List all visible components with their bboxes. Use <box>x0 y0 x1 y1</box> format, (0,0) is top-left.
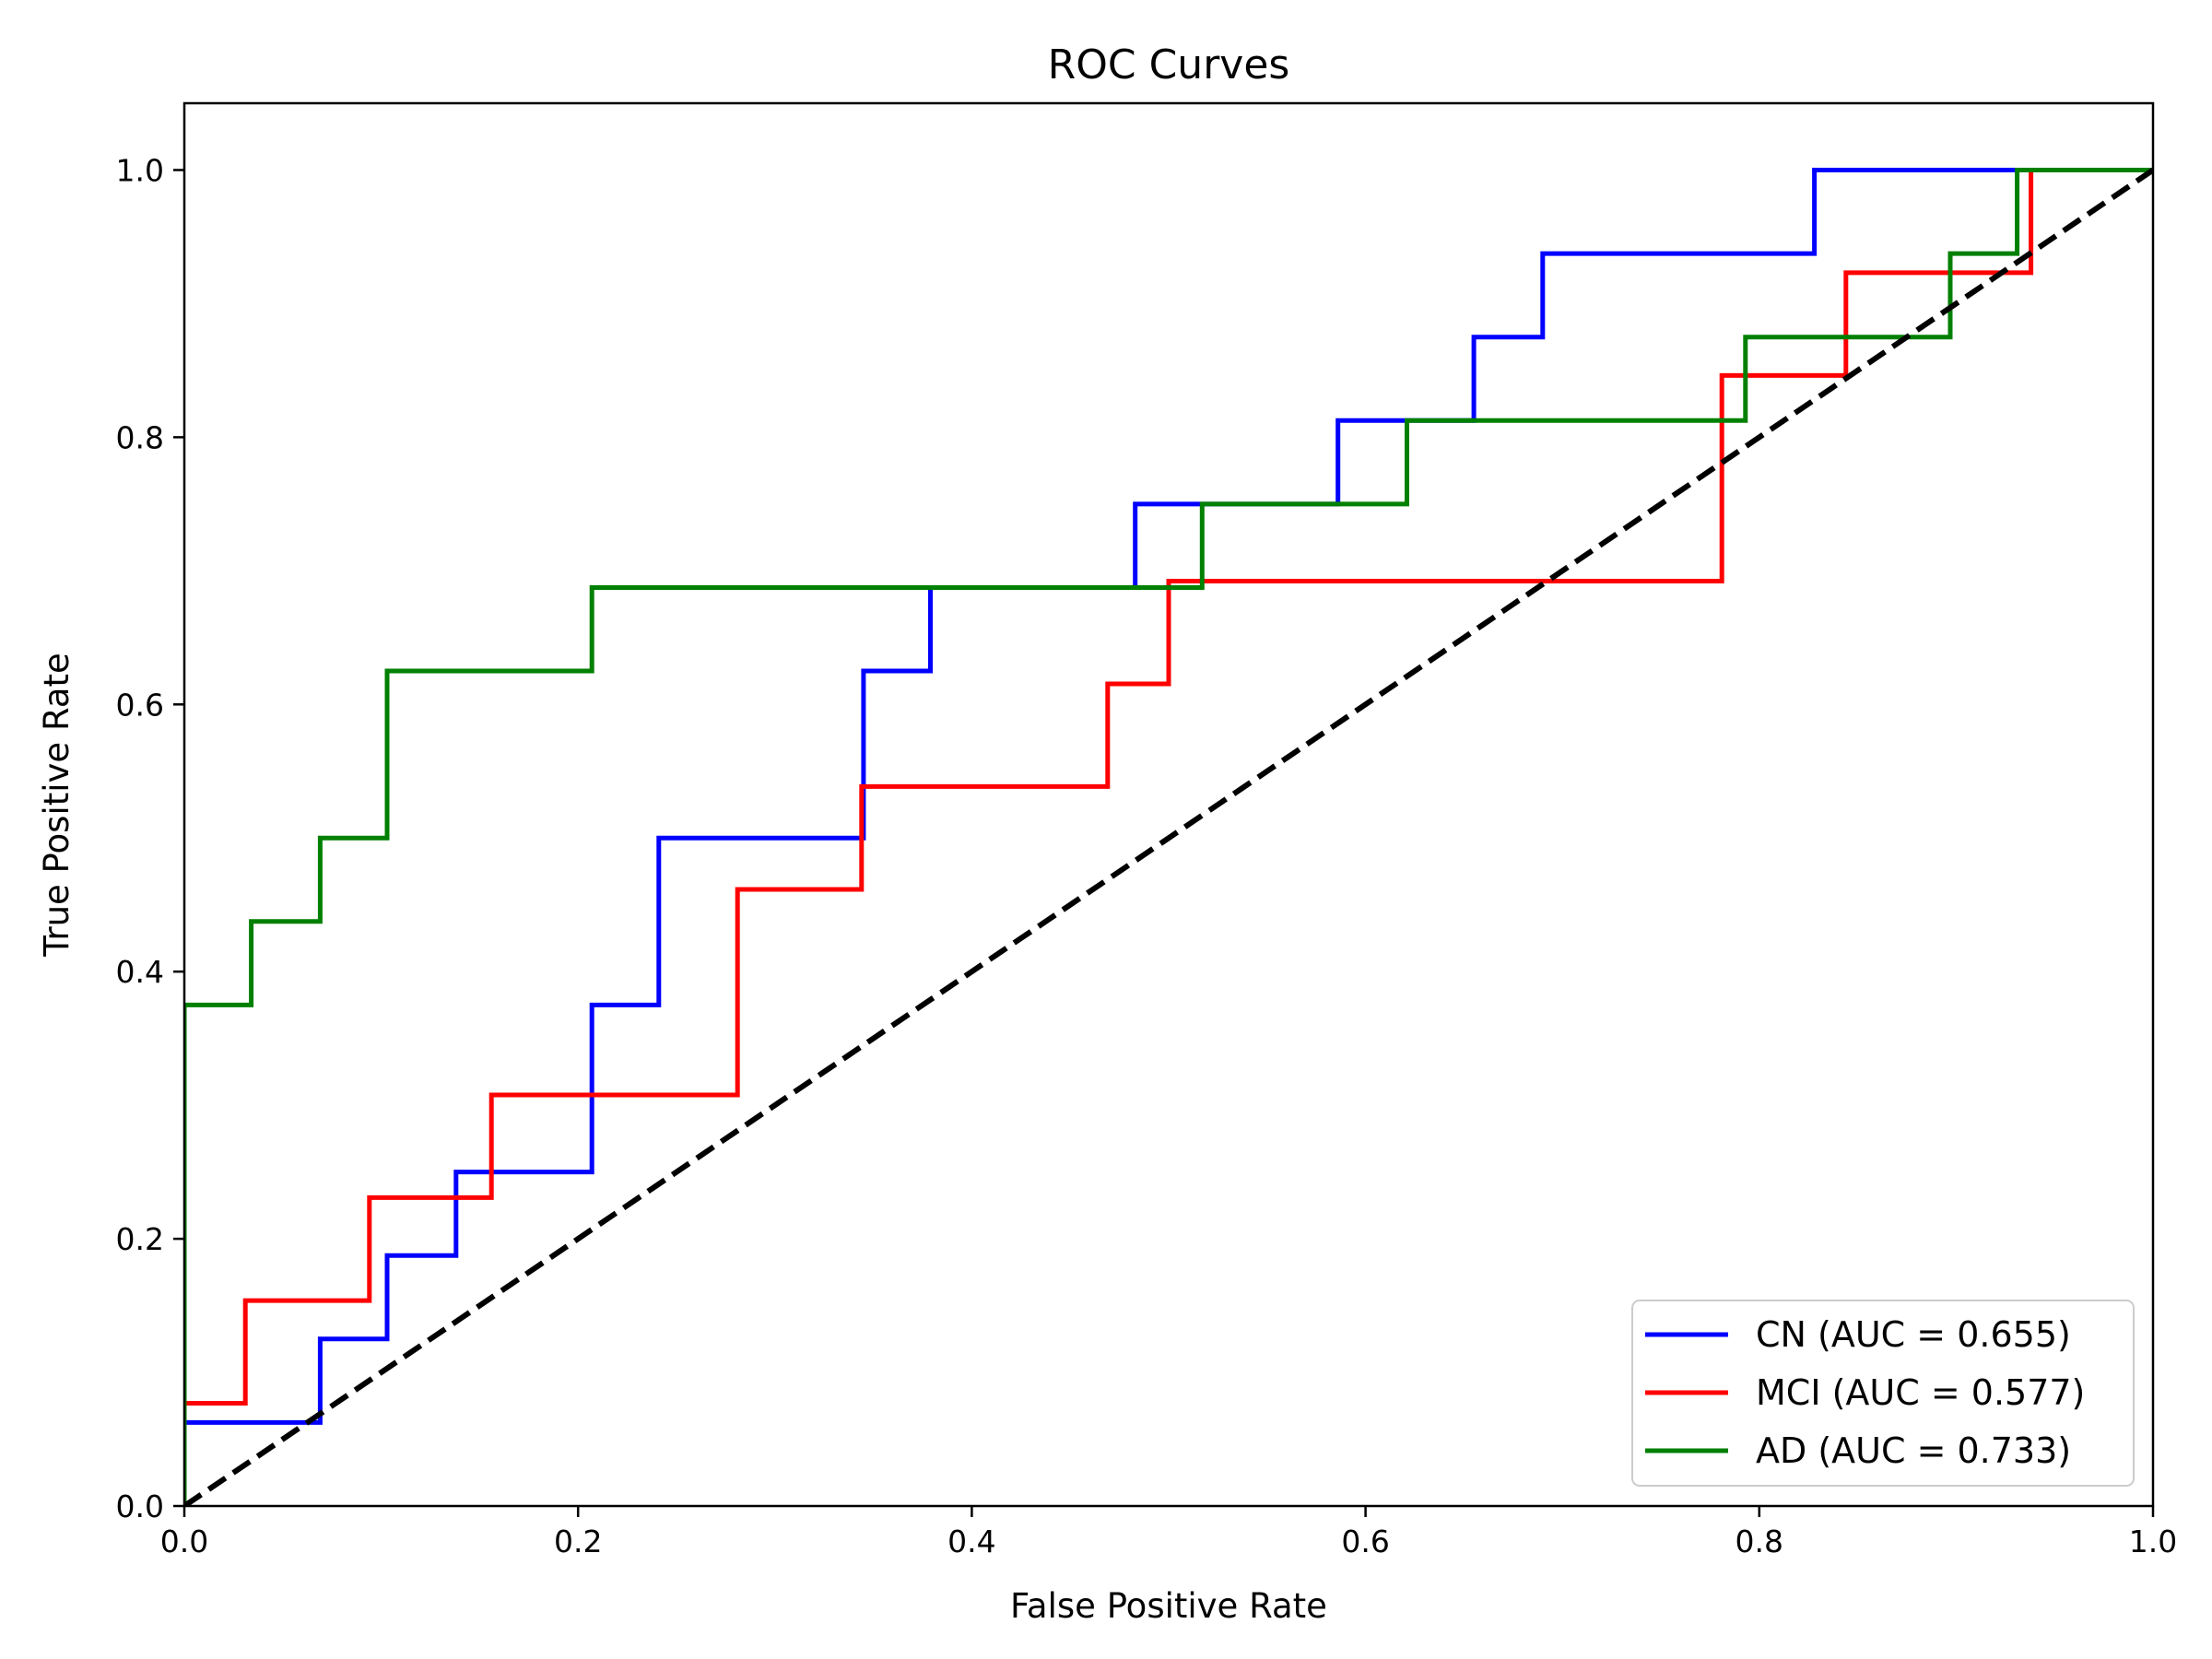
series-layer <box>184 167 2153 1506</box>
y-tick-label: 0.0 <box>116 1488 164 1524</box>
legend-label-1: MCI (AUC = 0.577) <box>1756 1372 2085 1413</box>
plot-frame <box>182 101 2155 1508</box>
x-tick-label: 0.4 <box>947 1524 995 1559</box>
y-tick-label: 0.2 <box>116 1221 164 1257</box>
x-axis: 0.0 0.2 0.4 0.6 0.8 1.0 <box>160 1506 2177 1559</box>
legend: CN (AUC = 0.655) MCI (AUC = 0.577) AD (AUC… <box>1631 1300 2135 1487</box>
y-tick-label: 0.6 <box>116 687 164 723</box>
legend-label-2: AD (AUC = 0.733) <box>1756 1430 2071 1471</box>
y-tick-label: 0.8 <box>116 419 164 455</box>
legend-label-0: CN (AUC = 0.655) <box>1756 1314 2071 1355</box>
y-tick-label: 1.0 <box>116 152 164 188</box>
chart-title: ROC Curves <box>1048 41 1290 88</box>
y-axis-label: True Positive Rate <box>37 653 76 958</box>
y-axis: 0.0 0.2 0.4 0.6 0.8 1.0 <box>116 152 184 1524</box>
x-tick-label: 0.2 <box>554 1524 602 1559</box>
plot-area <box>182 101 2155 1508</box>
x-tick-label: 1.0 <box>2129 1524 2177 1559</box>
reference-diagonal <box>184 167 2153 1506</box>
x-tick-label: 0.8 <box>1735 1524 1783 1559</box>
series-line-1 <box>184 168 2153 1506</box>
legend-box <box>1631 1300 2135 1487</box>
x-axis-label: False Positive Rate <box>1010 1586 1327 1626</box>
x-tick-label: 0.0 <box>160 1524 208 1559</box>
x-tick-label: 0.6 <box>1341 1524 1389 1559</box>
y-tick-label: 0.4 <box>116 954 164 990</box>
series-line-0 <box>184 168 2153 1506</box>
series-line-2 <box>184 168 2153 1506</box>
